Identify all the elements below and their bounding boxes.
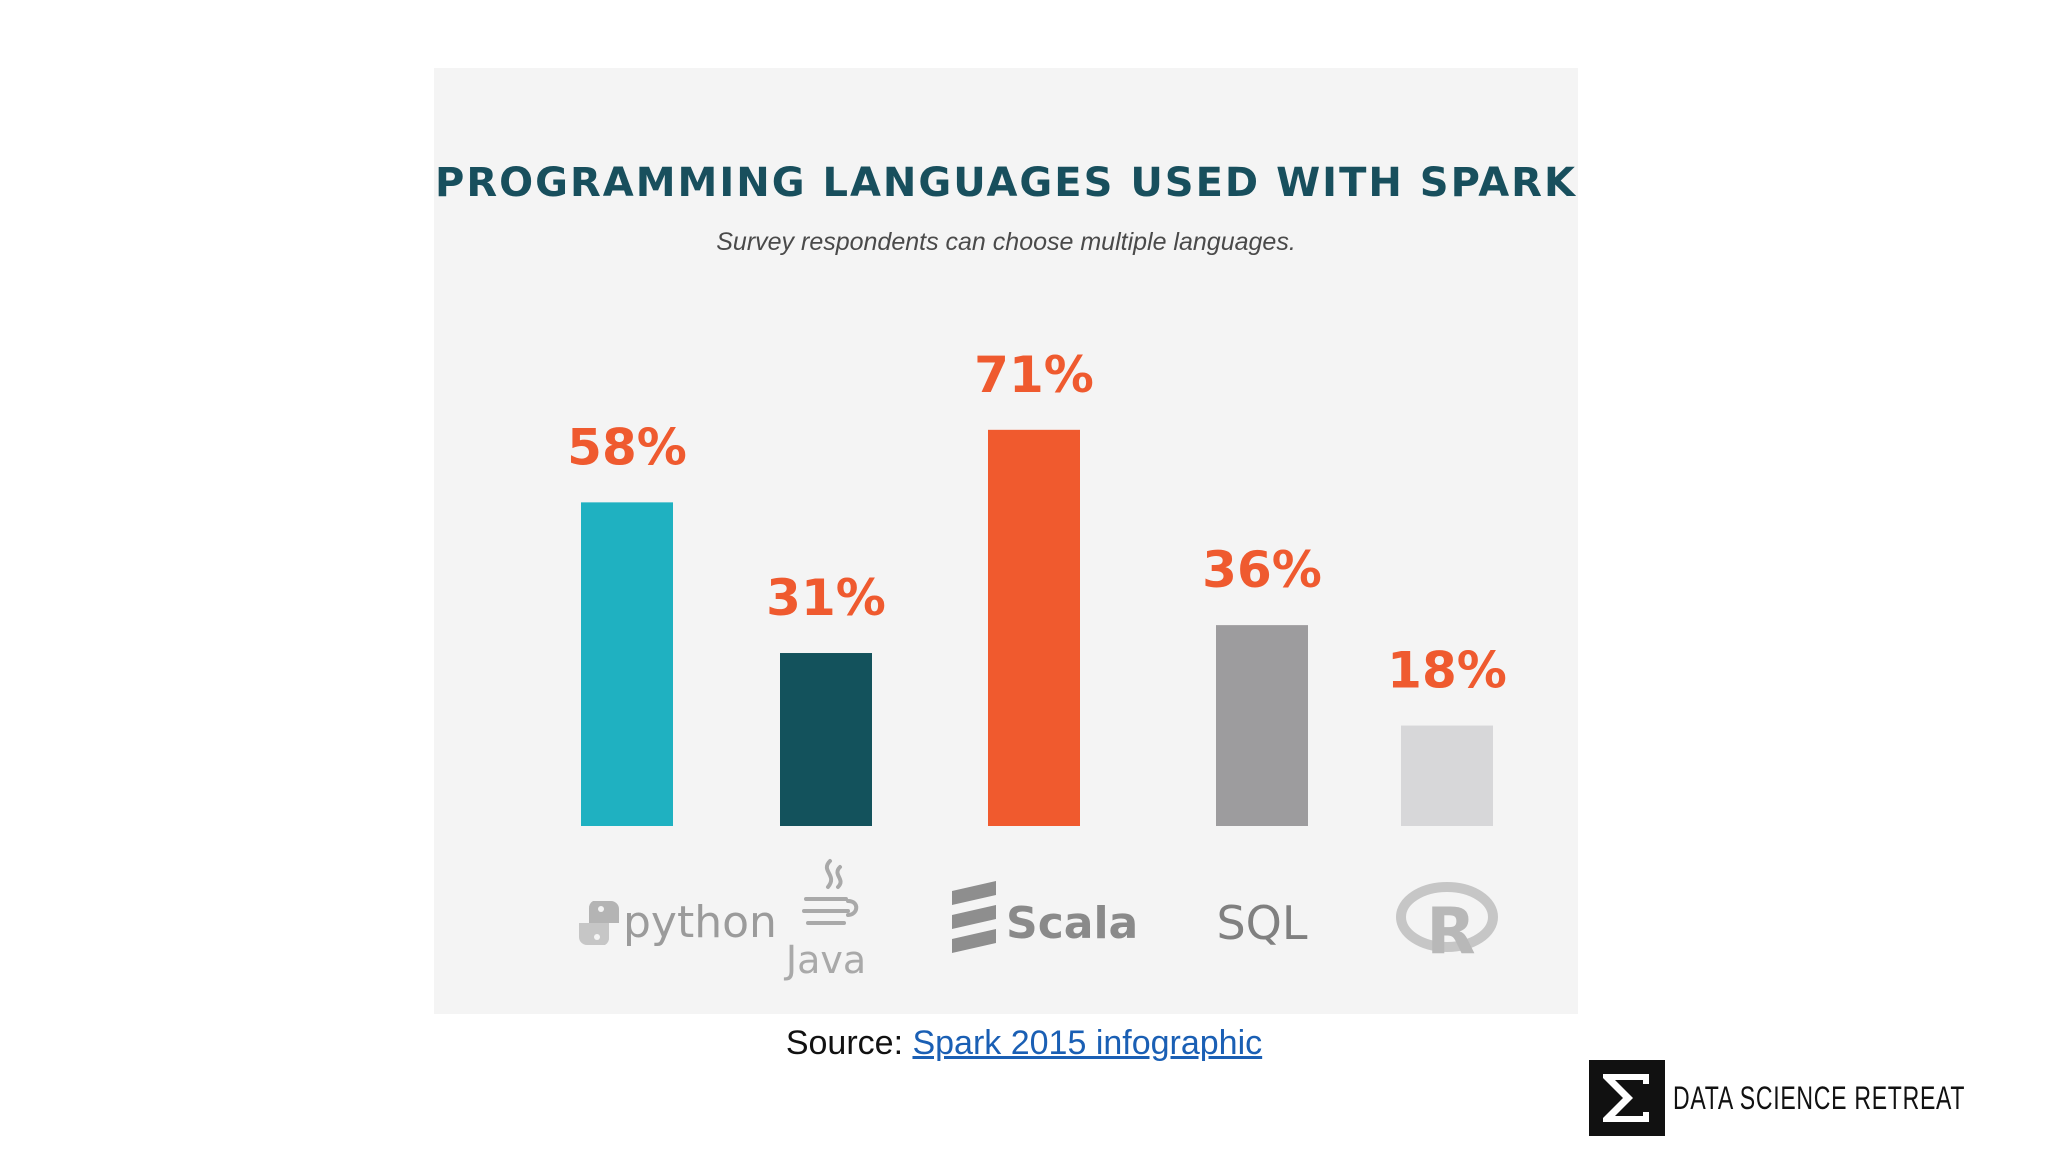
source-citation: Source: Spark 2015 infographic bbox=[0, 1024, 2048, 1063]
r-logo-icon: R bbox=[1396, 882, 1498, 969]
value-label-r: 18% bbox=[1387, 642, 1507, 700]
source-link[interactable]: Spark 2015 infographic bbox=[912, 1024, 1263, 1062]
bar-java bbox=[780, 653, 872, 826]
category-label: R bbox=[1426, 895, 1475, 969]
category-label: Java bbox=[784, 938, 866, 982]
category-label: python bbox=[623, 897, 777, 948]
infographic-panel: PROGRAMMING LANGUAGES USED WITH SPARK Su… bbox=[434, 68, 1578, 1014]
python-logo-icon bbox=[579, 901, 619, 945]
category-label: SQL bbox=[1216, 896, 1307, 950]
value-label-scala: 71% bbox=[974, 346, 1094, 404]
category-java: Java bbox=[784, 859, 866, 982]
value-label-java: 31% bbox=[766, 569, 886, 627]
category-python: python bbox=[579, 897, 777, 948]
java-cup-icon bbox=[802, 859, 859, 925]
value-label-python: 58% bbox=[567, 418, 687, 476]
chart-title: PROGRAMMING LANGUAGES USED WITH SPARK bbox=[435, 160, 1577, 206]
value-label-sql: 36% bbox=[1202, 541, 1322, 599]
source-prefix: Source: bbox=[785, 1024, 913, 1062]
bar-chart: 58% 31% 71% 36% 18% python Java bbox=[567, 346, 1507, 982]
category-label: Scala bbox=[1006, 898, 1138, 949]
category-sql: SQL bbox=[1216, 896, 1307, 950]
sigma-logo-icon bbox=[1589, 1060, 1665, 1136]
bar-python bbox=[581, 502, 673, 826]
scala-logo-icon bbox=[952, 881, 996, 953]
category-scala: Scala bbox=[952, 881, 1138, 953]
bar-scala bbox=[988, 429, 1080, 826]
chart-subtitle: Survey respondents can choose multiple l… bbox=[716, 228, 1296, 256]
category-r: R bbox=[1396, 882, 1498, 969]
bar-r bbox=[1401, 725, 1493, 826]
bar-sql bbox=[1216, 625, 1308, 826]
brand-name: DATA SCIENCE RETREAT bbox=[1673, 1080, 1966, 1116]
